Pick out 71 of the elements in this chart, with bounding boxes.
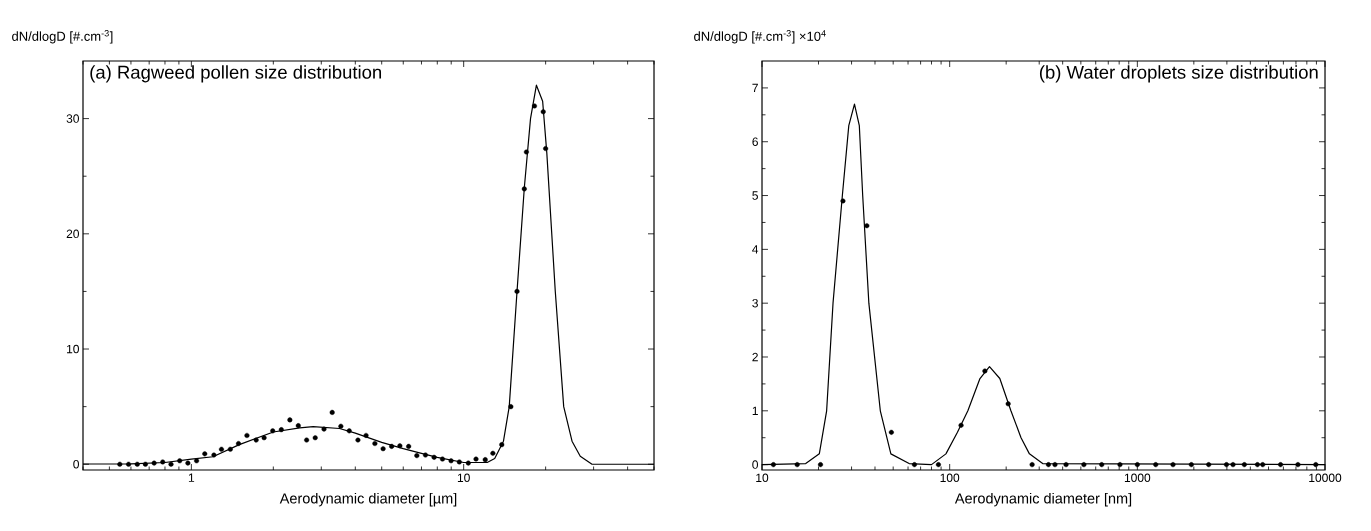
point [380, 446, 386, 452]
point [278, 427, 284, 433]
point [490, 450, 496, 456]
point [448, 458, 454, 464]
point [508, 404, 514, 410]
point [363, 432, 369, 438]
point [244, 432, 250, 438]
y-tick-label: 10 [67, 344, 79, 354]
x-tick-label: 1 [188, 473, 195, 482]
chart-title: (b) Water droplets size distribution [1039, 65, 1318, 83]
point [312, 435, 318, 441]
y-tick-label: 2 [752, 352, 758, 362]
point [194, 458, 200, 464]
point [253, 437, 259, 443]
point [321, 426, 327, 432]
x-tick-label: 1000 [1124, 473, 1151, 483]
point [185, 460, 191, 466]
point [227, 446, 233, 452]
point [160, 459, 166, 465]
point [142, 461, 148, 467]
point [397, 443, 403, 449]
x-tick-label: 100 [940, 473, 960, 483]
y-tick-label: 5 [752, 191, 758, 200]
point [372, 441, 378, 446]
point [414, 453, 420, 459]
point [270, 428, 276, 434]
point [287, 417, 293, 423]
point [346, 428, 352, 434]
point [236, 441, 242, 446]
point [389, 443, 395, 449]
point [329, 409, 335, 415]
point [177, 458, 183, 464]
y-axis-title: dN/dlogD [#.cm$^{-3}$] ×10$^{4}$ [694, 30, 826, 44]
point [338, 423, 344, 429]
point [304, 437, 310, 443]
x-axis-title: Aerodynamic diameter [nm] [954, 492, 1132, 507]
y-tick-label: 6 [752, 137, 758, 146]
point [456, 459, 462, 465]
point [117, 461, 123, 467]
x-axis-title: Aerodynamic diameter [µm] [279, 492, 457, 507]
point [151, 460, 157, 466]
point [211, 452, 217, 458]
point [218, 446, 224, 452]
point [482, 457, 488, 463]
y-tick-label: 30 [66, 114, 79, 123]
point [355, 437, 361, 443]
y-tick-label: 7 [752, 83, 758, 93]
y-axis-title: dN/dlogD [#.cm$^{-3}$] [12, 30, 113, 44]
point [126, 461, 132, 467]
point [514, 288, 520, 294]
point [168, 461, 174, 467]
y-tick-label: 3 [752, 298, 758, 308]
point [261, 435, 267, 441]
point [465, 460, 471, 466]
point [431, 454, 437, 460]
y-tick-label: 1 [752, 406, 758, 415]
point [202, 451, 208, 457]
point [295, 423, 301, 429]
x-tick-label: 10000 [1309, 473, 1342, 483]
y-tick-label: 4 [752, 245, 759, 254]
y-tick-label: 0 [73, 460, 80, 469]
point [473, 456, 479, 462]
y-tick-label: 0 [752, 460, 759, 469]
point [406, 443, 412, 449]
point [422, 452, 428, 458]
chart-title: (a) Ragweed pollen size distribution [90, 65, 382, 83]
x-tick-label: 10 [457, 473, 470, 483]
y-tick-label: 20 [66, 229, 79, 239]
point [499, 442, 505, 448]
point [439, 456, 445, 462]
point [134, 461, 140, 467]
